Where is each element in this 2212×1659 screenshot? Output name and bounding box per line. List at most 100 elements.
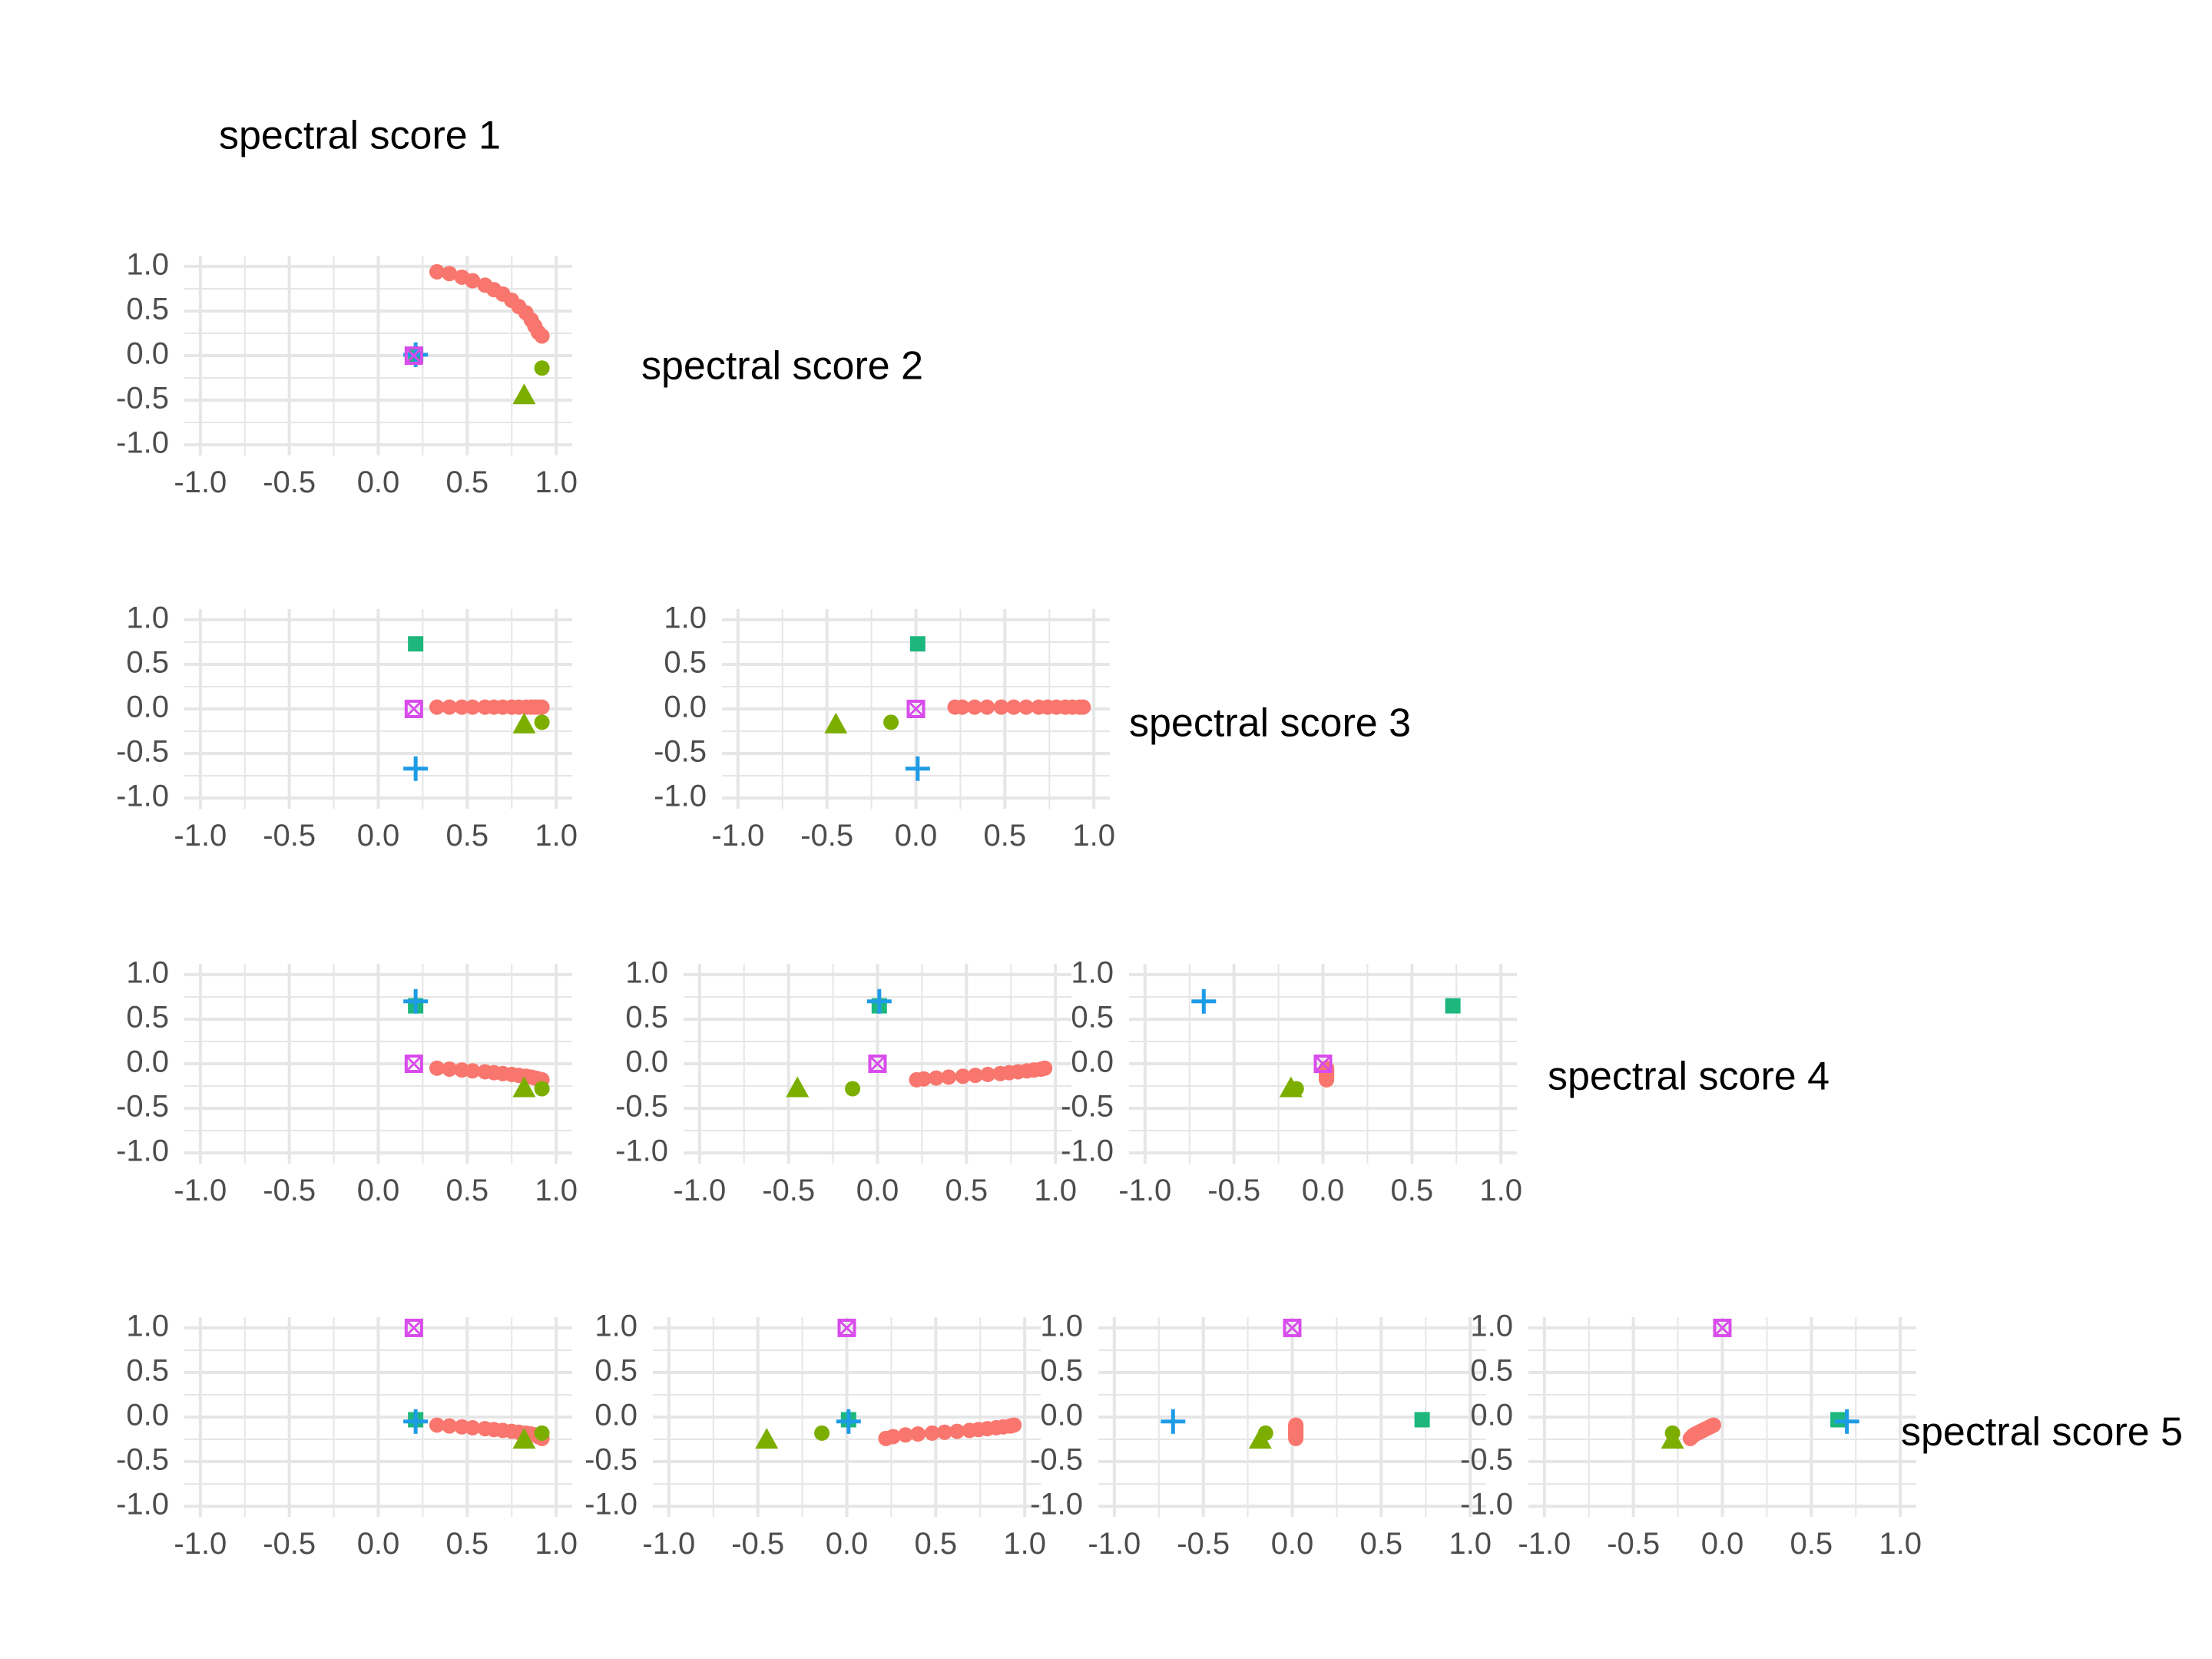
panel-1-2-point-magenta-xbox [404,346,423,365]
panel-2-5-y-tick-label: -0.5 [584,1443,637,1477]
panel-1-2-point-olive-circle [534,360,550,376]
panel-2-4-point-magenta-box [868,1055,887,1073]
panel-2-5-point-red [962,1422,978,1439]
panel-2-4-x-tick-label: -1.0 [673,1174,726,1207]
panel-2-3-point-green-square [909,636,926,652]
diagonal-label-2: spectral score 2 [641,344,923,389]
panel-4-5-x-tick-label: 1.0 [1879,1527,1922,1561]
panel-2-4-x-tick-label: -0.5 [762,1174,815,1207]
panel-4-5-point-blue-cross [1834,1409,1859,1434]
panel-2-4-point-red [980,1066,996,1082]
panel-1-4-point-olive-circle [534,1081,550,1097]
panel-2-5-point-red [936,1424,952,1440]
panel-2-4-point-red [955,1068,971,1084]
panel-3-4-x-tick-label: -1.0 [1118,1174,1171,1207]
panel-2-3-x-tick-label: 0.5 [984,819,1027,853]
panel-3-5-x-tick-label: 0.5 [1360,1527,1403,1561]
panel-1-4-point-magenta-box [404,1055,423,1073]
panel-1-3-point-olive-circle [534,714,550,730]
panel-3-4-y-tick-label: -0.5 [1061,1090,1114,1124]
panel-3-5-x-tick-label: 1.0 [1449,1527,1492,1561]
panel-4-5-x-tick-label: 0.5 [1790,1527,1833,1561]
panel-4-5-point-magenta-x2 [1714,1319,1731,1336]
panel-2-3-point-olive-triangle [824,712,848,733]
panel-1-4-x-tick-label: -1.0 [174,1174,227,1207]
panel-2-4-x-tick-label: 0.5 [945,1174,988,1207]
panel-1-4-point-magenta-xbox [404,1055,423,1073]
panel-2-3-y-tick-label: 1.0 [664,601,707,634]
panel-3-4-point-green-square [1445,998,1461,1014]
panel-1-5-x-tick-label: -1.0 [174,1527,227,1561]
panel-3-5-x-tick-label: 0.0 [1271,1527,1314,1561]
panel-2-3-point-magenta-x2 [907,700,925,718]
panel-1-4-point-red [465,1063,481,1079]
panel-1-3-point-red [442,699,458,715]
panel-3-5-point-green-square [1414,1412,1430,1428]
panel-2-3-y-tick-label: 0.0 [664,690,707,724]
panel-1-3-x-tick-label: -0.5 [263,819,316,853]
panel-3-5-point-blue-cross [1161,1409,1186,1434]
panel-1-2-x-tick-label: -0.5 [263,465,316,499]
panel-1-5-point-magenta-box [404,1318,423,1337]
panel-1-3-point-magenta-box [404,700,423,718]
panel-1-5-y-tick-label: -0.5 [116,1443,169,1477]
panel-2-5-point-red [897,1427,913,1443]
diagonal-label-5: spectral score 5 [1901,1410,2183,1455]
panel-3-4-point-blue-cross [1191,988,1217,1014]
panel-3-4-y-tick-label: 1.0 [1071,955,1114,989]
panel-1-3-y-tick-label: 1.0 [126,601,169,634]
panel-2-5-y-tick-label: 0.5 [594,1354,637,1388]
panel-2-4-point-blue-cross [866,988,892,1014]
panel-2-5-point-red [949,1423,965,1439]
panel-1-3-point-red [454,699,470,715]
panel-2-3-point-red [947,699,963,715]
panel-2-4-y-tick-label: -1.0 [615,1134,668,1168]
panel-1-5-point-olive-circle [534,1425,550,1441]
panel-1-2-y-tick-label: 0.5 [126,293,169,326]
panel-2-3-y-tick-label: 0.5 [664,646,707,680]
axis-labels-layer: -1.0-1.0-0.5-0.50.00.00.50.51.01.0-1.0-1… [116,247,1922,1561]
panel-2-5-point-magenta-box [837,1318,856,1337]
panel-3-4-x-tick-label: 1.0 [1479,1174,1522,1207]
panel-1-5-point-olive-triangle [512,1428,536,1449]
panel-1-2-point-red [429,263,445,280]
panel-1-4-y-tick-label: 0.0 [126,1045,169,1079]
panel-1-5-point-red [442,1418,458,1434]
panel-4-5-point-magenta-box [1713,1318,1732,1337]
panel-3-5-point-magenta-box [1283,1318,1302,1337]
panel-2-4-point-red [909,1071,925,1088]
panel-1-2-y-tick-label: 0.0 [126,337,169,371]
panel-4-5-x-tick-label: -0.5 [1607,1527,1660,1561]
panel-2-5-point-olive-triangle [755,1428,779,1449]
panel-1-2-y-tick-label: 1.0 [126,247,169,281]
panel-1-5-point-magenta-xbox [404,1318,423,1337]
panel-2-3-x-tick-label: 1.0 [1072,819,1115,853]
panel-4-5-x-tick-label: 0.0 [1701,1527,1744,1561]
panel-2-4-point-magenta-xbox [868,1055,887,1073]
panel-2-4-point-red [928,1070,944,1086]
panel-2-4-x-tick-label: 0.0 [856,1174,899,1207]
panel-1-2-point-red [534,328,550,344]
panel-3-4-y-tick-label: -1.0 [1061,1134,1114,1168]
panel-1-4-y-tick-label: -1.0 [116,1134,169,1168]
panel-2-4-point-red [941,1069,957,1085]
panel-3-4-y-tick-label: 0.0 [1071,1045,1114,1079]
panel-2-3-point-magenta-xbox [906,700,926,718]
panel-2-5-point-magenta-xbox [837,1318,856,1337]
panel-2-3-x-tick-label: 0.0 [895,819,938,853]
panel-2-4-y-tick-label: 0.5 [625,1001,668,1035]
panel-2-3-point-magenta-box [906,700,926,718]
panel-1-4-point-olive-triangle [512,1076,536,1098]
panel-3-5-point-magenta-xbox [1283,1318,1302,1337]
panel-2-3-y-tick-label: -1.0 [654,780,707,813]
panel-1-3-x-tick-label: 0.0 [357,819,400,853]
panel-1-2-point-red [465,273,481,289]
diagonal-label-4: spectral score 4 [1548,1055,1830,1099]
panel-1-4-x-tick-label: 0.5 [446,1174,489,1207]
panel-1-5-x-tick-label: 1.0 [535,1527,578,1561]
panel-1-2-x-tick-label: 0.5 [446,465,489,499]
panel-3-4-y-tick-label: 0.5 [1071,1001,1114,1035]
panel-1-4-point-blue-cross [403,988,429,1014]
panel-2-5-point-blue-cross [836,1409,861,1434]
